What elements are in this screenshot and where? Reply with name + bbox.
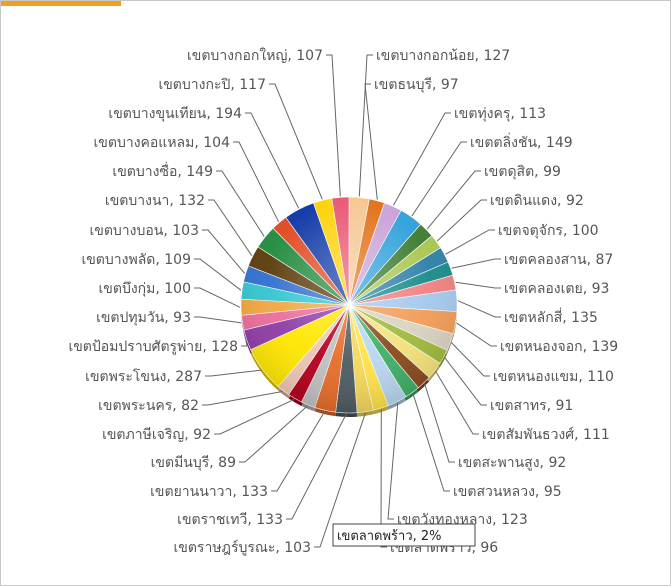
leader-line xyxy=(216,170,265,237)
leader-line xyxy=(364,83,378,200)
slice-label: เขตมีนบุรี, 89 xyxy=(151,455,236,471)
leader-line xyxy=(271,411,326,492)
slice-label: เขตจตุจักร, 100 xyxy=(498,223,599,239)
leader-line xyxy=(194,316,242,324)
slice-label: เขตบางพลัด, 109 xyxy=(81,252,191,268)
leader-line xyxy=(445,229,495,255)
slice-label: เขตดินแดง, 92 xyxy=(490,193,584,209)
leader-line xyxy=(426,170,481,230)
tooltip: เขตลาดพร้าว, 2% xyxy=(332,523,476,547)
leader-line xyxy=(456,322,497,347)
leader-line xyxy=(202,229,246,274)
slice-label: เขตบางบอน, 103 xyxy=(89,223,199,239)
leader-line xyxy=(208,199,253,256)
leader-line xyxy=(444,357,487,406)
slice-label: เขตบางซื่อ, 149 xyxy=(112,162,213,180)
slice-label: เขตราชเทวี, 133 xyxy=(177,512,283,528)
slice-label: เขตสวนหลวง, 95 xyxy=(453,484,562,500)
slice-label: เขตบางกอกใหญ่, 107 xyxy=(187,47,323,64)
slice-label: เขตคลองเตย, 93 xyxy=(504,281,609,297)
slice-label: เขตปทุมวัน, 93 xyxy=(96,310,191,326)
slice-label: เขตธนบุรี, 97 xyxy=(374,77,459,93)
leader-line xyxy=(194,258,242,291)
slice-label: เขตบางนา, 132 xyxy=(105,193,205,209)
pie-slices xyxy=(240,196,458,414)
slice-label: เขตสัมพันธวงศ์, 111 xyxy=(482,426,610,443)
leader-line xyxy=(194,287,241,308)
slice-label: เขตคลองสาน, 87 xyxy=(504,252,613,268)
slice-label: เขตสะพานสูง, 92 xyxy=(458,455,566,471)
leader-line xyxy=(326,54,341,197)
leader-line xyxy=(392,112,451,206)
slice-label: เขตหนองจอก, 139 xyxy=(500,339,618,355)
slice-label: เขตหนองแขม, 110 xyxy=(493,369,614,385)
leader-lines xyxy=(194,54,501,548)
slice-labels: เขตบางกอกน้อย, 127 เขตธนบุรี, 97 เขตทุ่งคร… xyxy=(68,47,618,556)
leader-line xyxy=(457,300,501,318)
slice-label: เขตป้อมปราบศัตรูพ่าย, 128 xyxy=(68,339,238,355)
slice-label: เขตพระนคร, 82 xyxy=(98,398,199,414)
leader-line xyxy=(241,340,248,347)
leader-line xyxy=(411,141,467,217)
tooltip-box xyxy=(332,523,476,547)
slice-label: เขตบางคอแหลม, 104 xyxy=(94,135,231,151)
leader-line xyxy=(387,402,399,520)
slice-label: เขตบางกะปิ, 117 xyxy=(158,77,266,93)
slice-label: เขตทุ่งครุ, 113 xyxy=(454,106,546,122)
slice-label: เขตสาทร, 91 xyxy=(490,398,573,414)
slice-label: เขตบางขุนเทียน, 194 xyxy=(108,106,242,122)
slice-label: เขตหลักสี่, 135 xyxy=(504,308,598,326)
leader-line xyxy=(239,405,308,463)
leader-line xyxy=(436,199,487,242)
slice-label: เขตตลิ่งชัน, 149 xyxy=(470,133,573,151)
leader-line xyxy=(450,342,490,377)
leader-line xyxy=(451,258,501,269)
leader-line xyxy=(233,141,280,223)
slice-label: เขตราษฎร์บูรณะ, 103 xyxy=(173,539,311,556)
tooltip-text: เขตลาดพร้าว, 2% xyxy=(337,529,442,544)
leader-line xyxy=(245,112,300,209)
leader-line xyxy=(380,409,387,548)
slice-label: เขตบึงกุ่ม, 100 xyxy=(99,281,192,297)
leader-line xyxy=(424,383,455,463)
slice-label: เขตดุสิต, 99 xyxy=(484,164,561,180)
slice-label: เขตภาษีเจริญ, 92 xyxy=(102,427,211,443)
leader-line xyxy=(358,54,373,197)
leader-line xyxy=(269,83,323,200)
leader-line xyxy=(202,391,283,406)
slice-label: เขตพระโขนง, 287 xyxy=(85,368,202,385)
leader-line xyxy=(286,413,347,520)
leader-line xyxy=(314,412,366,548)
leader-line xyxy=(455,281,501,289)
leader-line xyxy=(205,369,262,377)
leader-line xyxy=(214,398,295,435)
leader-line xyxy=(412,393,450,492)
leader-line xyxy=(435,370,479,435)
top-accent-band xyxy=(1,1,121,6)
slice-label: เขตบางกอกน้อย, 127 xyxy=(376,48,510,64)
slice-label: เขตยานนาวา, 133 xyxy=(150,484,268,500)
